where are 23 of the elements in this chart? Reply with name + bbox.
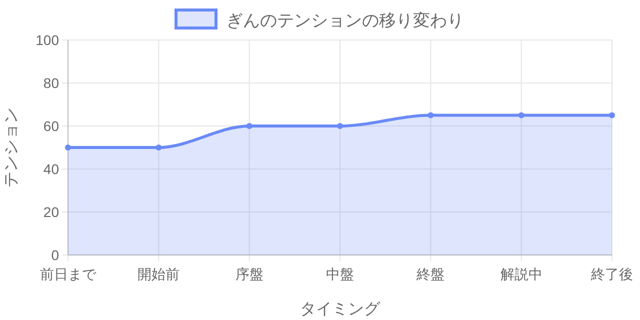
y-tick-label: 40: [43, 161, 60, 177]
legend-label: ぎんのテンションの移り変わり: [226, 11, 464, 30]
x-tick-label: 序盤: [235, 266, 264, 282]
point: [65, 144, 71, 150]
x-axis-title: タイミング: [300, 301, 381, 318]
y-tick-label: 100: [36, 32, 60, 48]
x-tick-label: 中盤: [326, 266, 354, 282]
point: [428, 112, 434, 118]
point: [518, 112, 524, 118]
y-axis-title: テンション: [3, 108, 20, 188]
y-tick-label: 60: [43, 118, 60, 134]
y-tick-label: 80: [43, 75, 60, 91]
x-tick-label: 終盤: [416, 266, 445, 282]
x-tick-label: 解説中: [500, 266, 542, 282]
x-tick-label: 前日まで: [40, 266, 97, 282]
x-tick-label: 終了後: [590, 266, 633, 282]
y-tick-label: 0: [51, 247, 60, 263]
x-tick-label: 開始前: [138, 266, 180, 282]
point: [609, 112, 615, 118]
point: [246, 123, 252, 129]
y-tick-label: 20: [43, 204, 60, 220]
point: [337, 123, 343, 129]
point: [156, 144, 162, 150]
